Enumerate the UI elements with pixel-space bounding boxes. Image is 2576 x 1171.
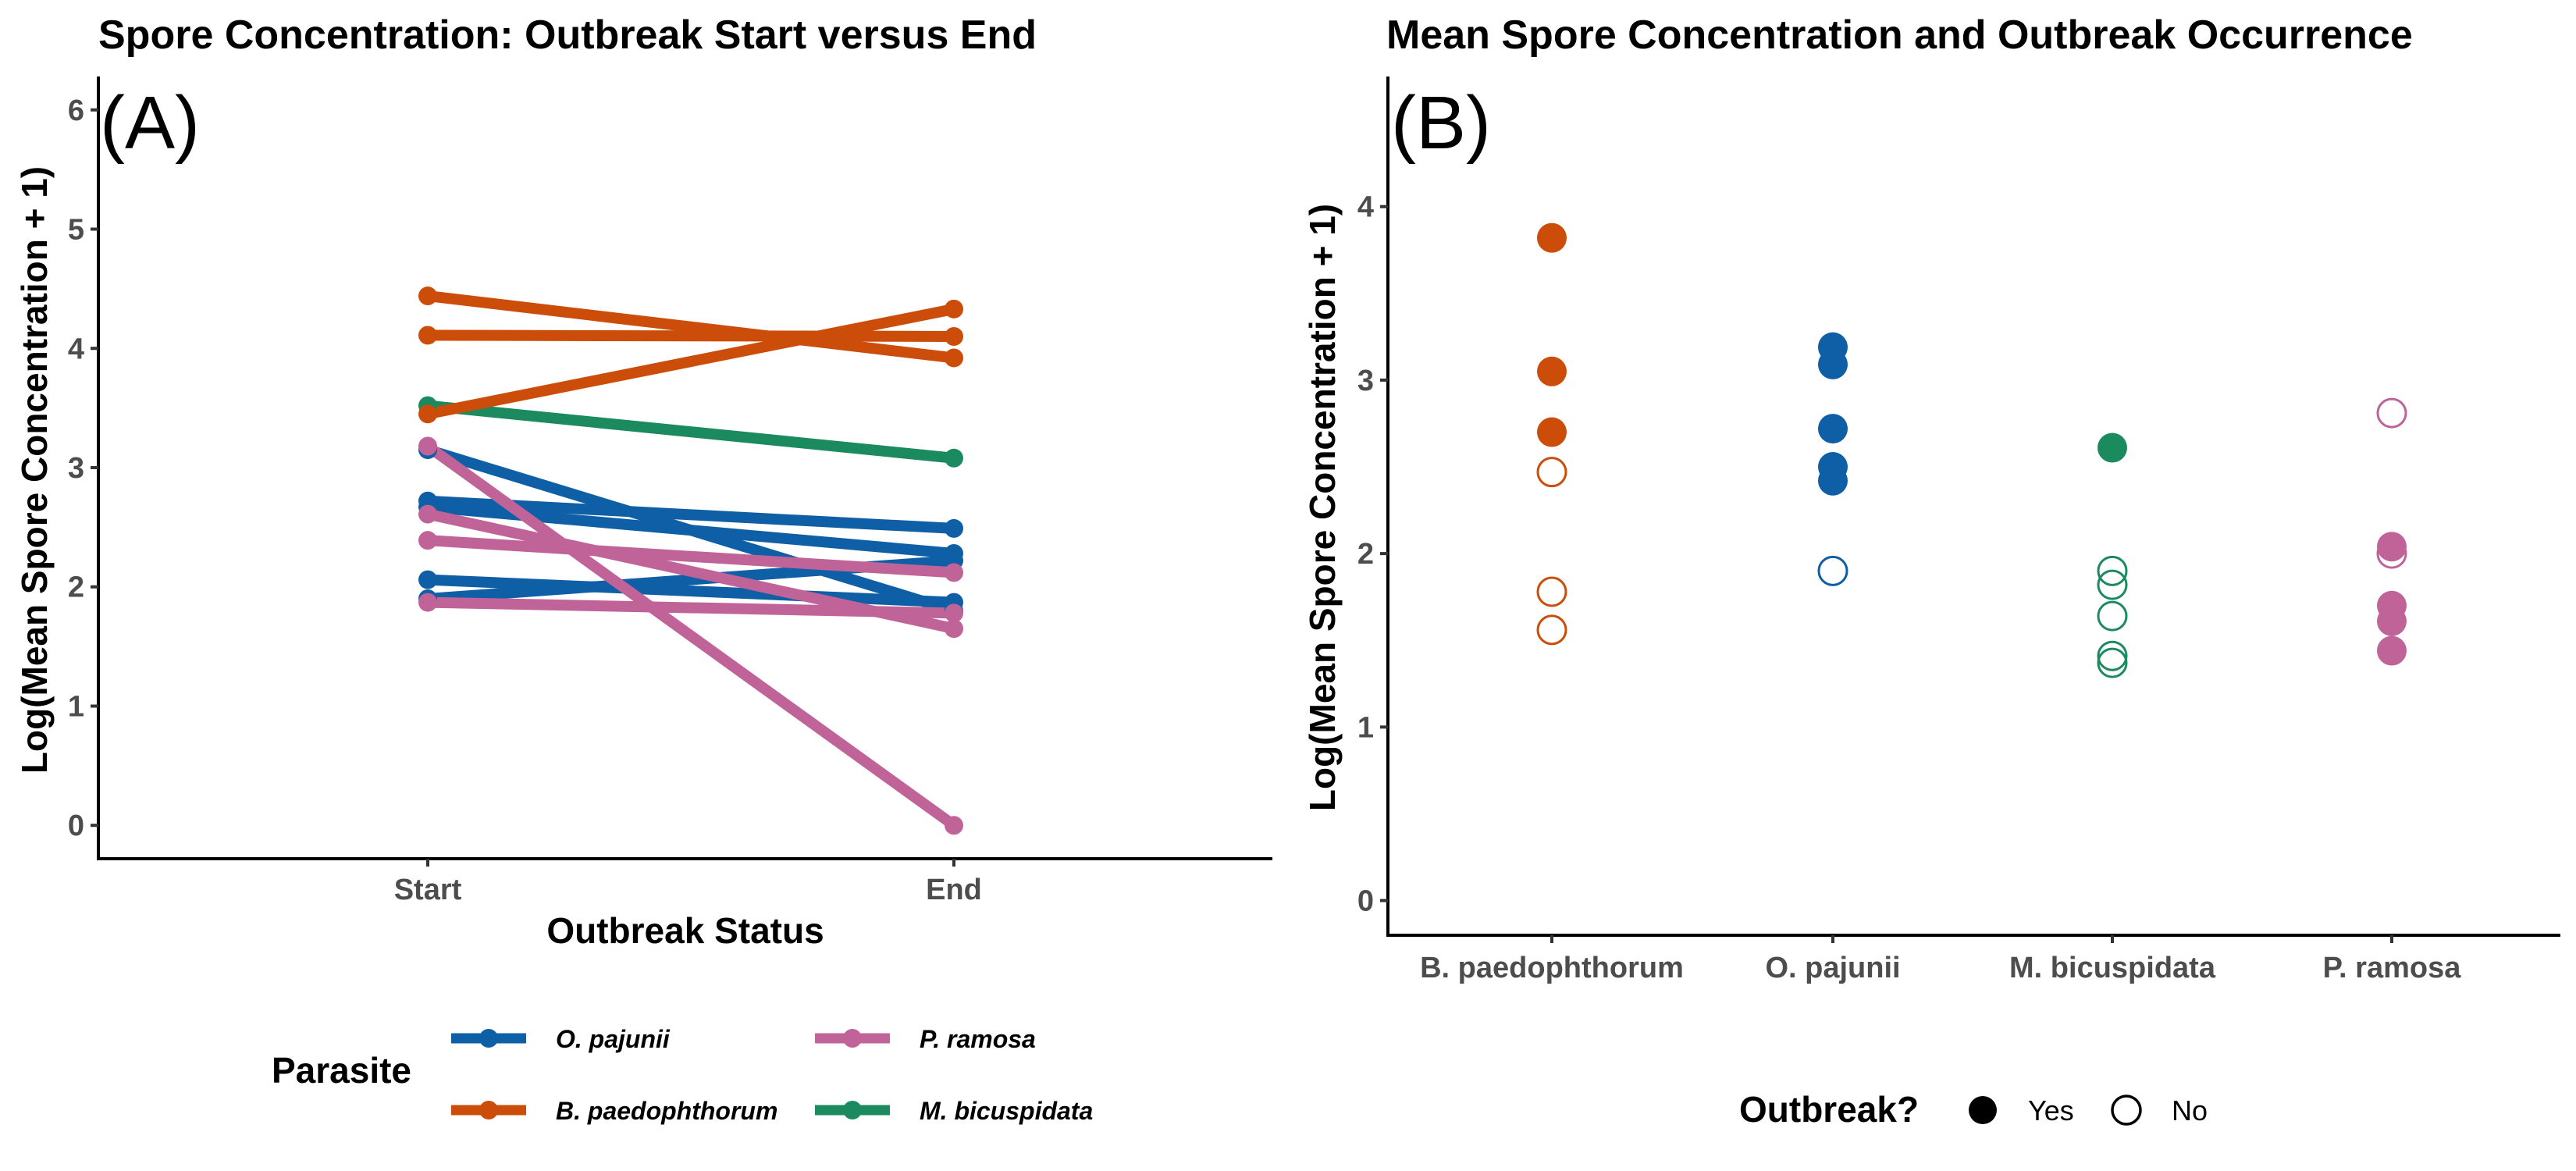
panel-b-y-axis-title: Log(Mean Spore Concentration + 1): [1302, 204, 1343, 811]
panel-b-legend: Outbreak? Yes No: [1739, 1089, 2208, 1130]
panel-a-y-ticks: 0 1 2 3 4 5 6: [68, 94, 98, 842]
point-o-pajunii-outbreak-no: [1817, 555, 1848, 586]
legend-key-point-o-pajunii: [479, 1029, 498, 1048]
panel-a-x-tick-label-end: End: [926, 874, 982, 906]
point-b-paedophthorum-outbreak-yes: [1537, 222, 1567, 253]
panel-b-legend-title: Outbreak?: [1739, 1089, 1919, 1130]
panel-b: Mean Spore Concentration and Outbreak Oc…: [1302, 12, 2560, 1130]
panel-b-y-tick-label: 4: [1357, 191, 1374, 224]
series-point-b-paedophthorum: [945, 348, 963, 368]
panel-b-y-tick-label: 1: [1357, 711, 1374, 744]
panel-b-x-tick-label-o-pajunii: O. pajunii: [1765, 952, 1900, 984]
series-point-b-paedophthorum: [945, 326, 963, 346]
point-m-bicuspidata-outbreak-no: [2097, 569, 2128, 600]
panel-b-title: Mean Spore Concentration and Outbreak Oc…: [1386, 12, 2413, 58]
panel-a-y-tick-label: 6: [68, 94, 84, 127]
panel-a-legend: Parasite O. pajunii B. paedophthorum P. ra…: [272, 1025, 1093, 1125]
point-b-paedophthorum-outbreak-no: [1536, 576, 1567, 607]
legend-label-o-pajunii: O. pajunii: [556, 1025, 671, 1053]
panel-b-y-ticks: 0 1 2 3 4: [1357, 191, 1388, 918]
legend-key-no: [2111, 1094, 2142, 1126]
legend-key-point-p-ramosa: [843, 1029, 862, 1048]
panel-a-title: Spore Concentration: Outbreak Start vers…: [98, 12, 1037, 58]
point-m-bicuspidata-outbreak-no: [2097, 555, 2128, 586]
panel-b-y-tick-label: 0: [1357, 885, 1374, 918]
panel-a-x-tick-label-start: Start: [394, 874, 462, 906]
panel-a-y-tick-label: 1: [68, 690, 84, 723]
panel-a: Spore Concentration: Outbreak Start vers…: [14, 12, 1272, 1125]
point-p-ramosa-outbreak-yes: [2377, 606, 2407, 636]
series-point-p-ramosa: [945, 619, 963, 639]
panel-a-y-tick-label: 2: [68, 571, 84, 604]
panel-b-x-tick-label-m-bicuspidata: M. bicuspidata: [2009, 952, 2216, 984]
series-line-m-bicuspidata: [427, 400, 955, 464]
legend-key-point-b-paedophthorum: [479, 1101, 498, 1119]
panel-a-label: (A): [100, 81, 200, 165]
panel-a-y-axis-title: Log(Mean Spore Concentration + 1): [14, 166, 55, 774]
series-line-o-pajunii: [427, 574, 955, 608]
series-point-p-ramosa: [945, 816, 963, 835]
series-point-b-paedophthorum: [418, 326, 437, 345]
series-point-p-ramosa: [418, 504, 437, 524]
legend-label-m-bicuspidata: M. bicuspidata: [920, 1097, 1093, 1125]
panel-a-x-ticks: Start End: [394, 859, 982, 906]
panel-a-x-axis-title: Outbreak Status: [546, 910, 824, 951]
point-o-pajunii-outbreak-yes: [1818, 349, 1848, 379]
series-point-p-ramosa: [418, 436, 437, 456]
point-b-paedophthorum-outbreak-no: [1536, 614, 1567, 646]
panel-b-x-tick-label-b-paedophthorum: B. paedophthorum: [1420, 952, 1684, 984]
legend-key-point-m-bicuspidata: [843, 1101, 862, 1119]
panel-b-x-tick-label-p-ramosa: P. ramosa: [2323, 952, 2462, 984]
series-point-p-ramosa: [945, 603, 963, 623]
panel-a-y-tick-label: 5: [68, 214, 84, 247]
legend-key-yes: [1969, 1096, 1997, 1124]
point-b-paedophthorum-outbreak-no: [1536, 457, 1567, 488]
panel-b-label: (B): [1391, 81, 1491, 165]
panel-a-y-tick-label: 3: [68, 452, 84, 485]
point-p-ramosa-outbreak-no: [2376, 397, 2407, 429]
panel-b-y-tick-label: 3: [1357, 365, 1374, 397]
series-line-p-ramosa: [424, 441, 958, 830]
point-p-ramosa-outbreak-yes: [2377, 532, 2407, 562]
series-point-b-paedophthorum: [945, 299, 963, 319]
series-point-o-pajunii: [418, 570, 437, 589]
series-point-p-ramosa: [418, 593, 437, 612]
point-b-paedophthorum-outbreak-yes: [1537, 417, 1567, 447]
panel-a-legend-title: Parasite: [272, 1050, 411, 1091]
series-point-o-pajunii: [945, 518, 963, 538]
panel-b-x-ticks: B. paedophthorum O. pajunii M. bicuspidata…: [1420, 935, 2461, 984]
point-b-paedophthorum-outbreak-yes: [1537, 356, 1567, 386]
panel-a-series-points: [418, 287, 963, 835]
series-point-p-ramosa: [945, 563, 963, 582]
series-point-b-paedophthorum: [418, 287, 437, 306]
series-line-o-pajunii: [425, 444, 956, 616]
point-p-ramosa-outbreak-yes: [2377, 635, 2407, 666]
panel-a-series-lines: [424, 290, 958, 830]
series-line-p-ramosa: [427, 535, 955, 578]
point-m-bicuspidata-outbreak-no: [2097, 647, 2128, 678]
point-o-pajunii-outbreak-yes: [1818, 414, 1848, 444]
series-point-b-paedophthorum: [418, 404, 437, 424]
panel-b-points: [1536, 222, 2407, 678]
series-line-b-paedophthorum: [427, 329, 955, 342]
series-line-p-ramosa: [427, 596, 955, 619]
panel-a-y-tick-label: 4: [68, 333, 84, 365]
point-m-bicuspidata-outbreak-yes: [2097, 432, 2127, 463]
series-line-b-paedophthorum: [426, 303, 955, 420]
legend-label-p-ramosa: P. ramosa: [920, 1025, 1036, 1053]
point-p-ramosa-outbreak-no: [2376, 538, 2407, 569]
point-o-pajunii-outbreak-yes: [1818, 465, 1848, 496]
panel-a-y-tick-label: 0: [68, 810, 84, 842]
series-point-m-bicuspidata: [945, 448, 963, 468]
panel-b-y-tick-label: 2: [1357, 538, 1374, 571]
point-m-bicuspidata-outbreak-no: [2097, 640, 2128, 671]
point-m-bicuspidata-outbreak-no: [2097, 600, 2128, 632]
legend-label-yes: Yes: [2028, 1094, 2074, 1127]
legend-label-no: No: [2172, 1094, 2208, 1127]
series-line-b-paedophthorum: [427, 290, 955, 364]
legend-label-b-paedophthorum: B. paedophthorum: [556, 1097, 777, 1125]
series-point-p-ramosa: [418, 531, 437, 550]
